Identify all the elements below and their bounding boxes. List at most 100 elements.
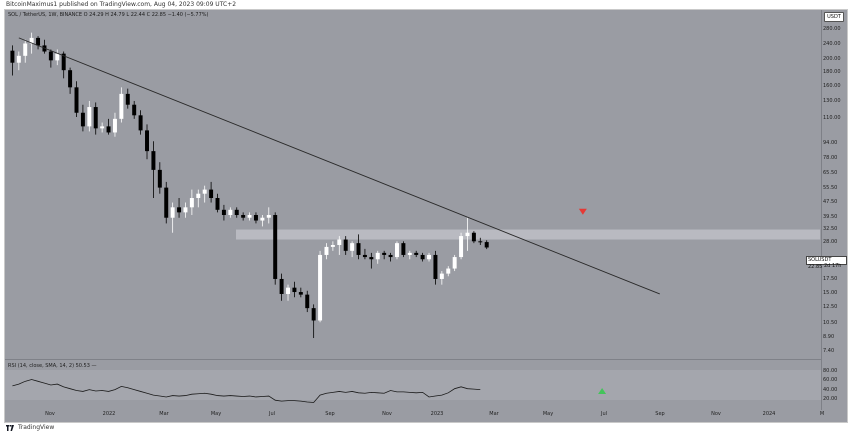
bearish-candle[interactable] — [145, 130, 149, 152]
bearish-candle[interactable] — [48, 51, 53, 61]
bullish-candle[interactable] — [465, 232, 470, 237]
bar-countdown: 2d 17h — [824, 263, 842, 269]
bearish-candle[interactable] — [484, 242, 489, 248]
price-tick-label: 180.00 — [823, 69, 841, 75]
bullish-candle[interactable] — [330, 245, 335, 247]
bullish-candle[interactable] — [266, 215, 271, 218]
rsi-legend[interactable]: RSI (14, close, SMA, 14, 2) 50.53 — — [8, 363, 97, 369]
bearish-candle[interactable] — [215, 198, 220, 210]
time-tick-label: May — [542, 411, 554, 417]
bearish-candle[interactable] — [93, 107, 98, 129]
bearish-candle[interactable] — [253, 215, 258, 221]
bearish-candle[interactable] — [420, 254, 425, 260]
bullish-candle[interactable] — [324, 246, 329, 255]
rsi-band — [5, 370, 821, 400]
bearish-candle[interactable] — [125, 93, 130, 105]
bullish-candle[interactable] — [427, 254, 432, 260]
bearish-candle[interactable] — [138, 115, 143, 131]
bullish-candle[interactable] — [439, 273, 444, 279]
bearish-candle[interactable] — [10, 50, 15, 63]
bearish-candle[interactable] — [388, 254, 393, 258]
bearish-candle[interactable] — [382, 252, 387, 255]
bearish-candle[interactable] — [106, 126, 111, 133]
bullish-candle[interactable] — [23, 43, 28, 56]
bearish-candle[interactable] — [311, 308, 316, 321]
bullish-candle[interactable] — [446, 268, 451, 274]
bullish-candle[interactable] — [228, 209, 233, 216]
bearish-candle[interactable] — [362, 254, 367, 258]
bullish-candle[interactable] — [394, 243, 399, 258]
bearish-candle[interactable] — [209, 189, 214, 199]
price-tick-label: 160.00 — [823, 83, 841, 89]
bullish-candle[interactable] — [375, 252, 380, 260]
time-tick-label: Nov — [382, 411, 392, 417]
bullish-candle[interactable] — [189, 198, 194, 208]
symbol-legend[interactable]: SOL / TetherUS, 1W, BINANCE O 24.29 H 24… — [8, 12, 209, 18]
bearish-candle[interactable] — [177, 207, 182, 213]
price-tick-label: 17.50 — [823, 276, 838, 282]
rsi-tick-label: 60.00 — [823, 377, 838, 384]
time-tick-label: Jul — [600, 411, 608, 417]
time-tick-label: 2022 — [102, 411, 116, 417]
bearish-candle[interactable] — [132, 104, 137, 116]
bearish-candle[interactable] — [298, 292, 303, 295]
bearish-candle[interactable] — [68, 70, 73, 88]
bearish-candle[interactable] — [343, 239, 348, 251]
rsi-line[interactable] — [12, 379, 481, 403]
price-tick-label: 7.40 — [823, 348, 835, 354]
tradingview-footer[interactable]: TradingView — [6, 424, 54, 431]
bearish-candle[interactable] — [80, 112, 85, 127]
bullish-candle[interactable] — [112, 118, 117, 133]
bullish-candle[interactable] — [16, 55, 21, 63]
bullish-candle[interactable] — [29, 37, 34, 44]
price-tick-label: 65.50 — [823, 170, 838, 176]
bullish-candle[interactable] — [87, 107, 92, 127]
bullish-candle[interactable] — [337, 239, 342, 246]
bearish-candle[interactable] — [36, 37, 41, 46]
bearish-candle[interactable] — [433, 254, 438, 279]
pane-separator[interactable] — [5, 359, 821, 360]
resistance-zone — [236, 229, 820, 240]
bearish-candle[interactable] — [305, 294, 310, 309]
bullish-candle[interactable] — [318, 254, 323, 321]
bullish-candle[interactable] — [260, 217, 265, 221]
bearish-candle[interactable] — [273, 215, 278, 279]
price-tick-label: 200.00 — [823, 56, 841, 62]
bearish-candle[interactable] — [221, 209, 226, 216]
bullish-candle[interactable] — [55, 53, 60, 61]
bearish-candle[interactable] — [292, 287, 297, 293]
bullish-candle[interactable] — [183, 207, 188, 213]
chart-frame[interactable] — [4, 9, 848, 423]
bearish-candle[interactable] — [471, 232, 476, 242]
bearish-candle[interactable] — [74, 87, 79, 113]
bearish-candle[interactable] — [279, 278, 284, 294]
bearish-candle[interactable] — [401, 243, 406, 255]
descending-trendline[interactable] — [18, 37, 660, 295]
bearish-candle[interactable] — [241, 215, 246, 218]
bearish-candle[interactable] — [414, 252, 419, 255]
bullish-candle[interactable] — [247, 215, 252, 218]
bearish-candle[interactable] — [164, 187, 169, 218]
bullish-candle[interactable] — [452, 257, 457, 269]
bearish-candle[interactable] — [61, 53, 66, 71]
bullish-candle[interactable] — [286, 287, 291, 294]
bullish-candle[interactable] — [202, 189, 207, 194]
bearish-candle[interactable] — [157, 169, 162, 188]
bearish-candle[interactable] — [151, 151, 156, 170]
bullish-candle[interactable] — [196, 193, 201, 199]
bullish-candle[interactable] — [459, 236, 464, 258]
bearish-candle[interactable] — [478, 241, 483, 243]
bearish-candle[interactable] — [234, 209, 239, 216]
bearish-candle[interactable] — [356, 243, 361, 255]
bullish-candle[interactable] — [350, 243, 355, 251]
time-tick-label: Jul — [268, 411, 276, 417]
price-axis-separator — [821, 10, 822, 410]
bullish-candle[interactable] — [119, 93, 124, 119]
currency-badge[interactable]: USDT — [824, 12, 844, 22]
bearish-candle[interactable] — [369, 257, 374, 260]
bullish-candle[interactable] — [170, 207, 175, 218]
bullish-candle[interactable] — [407, 252, 412, 255]
time-tick-label: May — [210, 411, 222, 417]
bullish-candle[interactable] — [100, 126, 105, 129]
